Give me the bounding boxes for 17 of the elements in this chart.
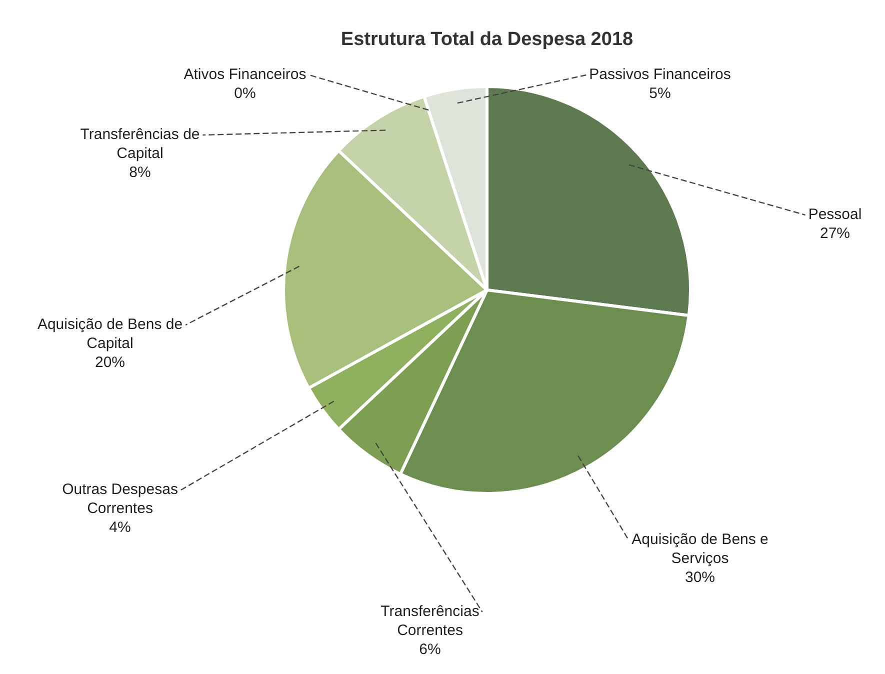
data-label: 4%	[109, 519, 131, 536]
data-label: 6%	[419, 641, 441, 658]
slice-label: Aquisição de Bens e Serviços	[632, 531, 768, 568]
data-label: 5%	[649, 85, 671, 102]
data-label: 8%	[129, 164, 151, 182]
slice-label: Transferências Correntes	[380, 603, 480, 640]
data-label: 27%	[820, 225, 850, 242]
category-label: Ativos Financeiros	[184, 66, 306, 84]
slice-label: Outras Despesas Correntes	[62, 481, 178, 518]
slice-label: Pessoal	[808, 206, 862, 224]
text: 0%	[234, 85, 256, 102]
data-label: 30%	[684, 569, 716, 586]
data-label: 20%	[94, 354, 126, 372]
slice-label: Passivos Financeiros	[589, 66, 731, 84]
chart-title: Estrutura Total da Despesa 2018	[340, 29, 634, 50]
slice-label: Transferências de Capital	[80, 126, 200, 162]
slice-label: Aquisição de Bens de Capital	[37, 316, 183, 352]
